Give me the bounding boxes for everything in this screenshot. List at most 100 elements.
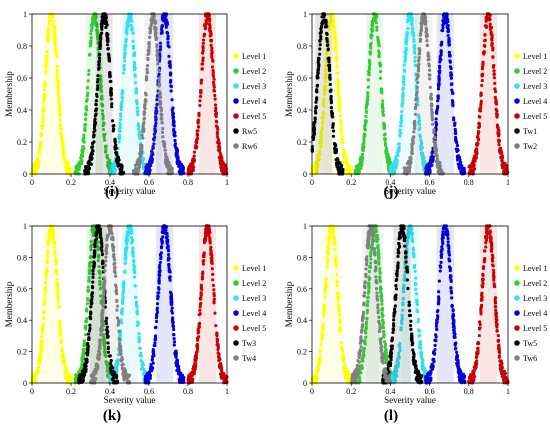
data-point: [154, 316, 158, 320]
data-point: [97, 56, 102, 60]
data-point: [494, 100, 498, 104]
data-point: [43, 297, 47, 301]
data-point: [83, 325, 87, 329]
data-point: [154, 106, 158, 110]
data-point: [40, 127, 44, 131]
data-point: [402, 80, 406, 84]
data-point: [214, 324, 218, 328]
data-point: [492, 76, 496, 80]
data-point: [366, 78, 370, 82]
data-point: [54, 53, 59, 57]
legend-marker: [233, 68, 239, 74]
data-point: [479, 91, 483, 95]
data-point: [436, 87, 441, 91]
data-point: [172, 327, 176, 332]
data-point: [176, 365, 180, 369]
data-point: [355, 166, 359, 170]
data-point: [479, 101, 483, 105]
data-point: [131, 246, 135, 250]
legend-entry-label: Level 1: [523, 52, 547, 61]
data-point: [57, 96, 61, 100]
data-point: [371, 17, 376, 21]
data-point: [39, 353, 43, 357]
data-point: [157, 68, 161, 72]
data-point: [158, 270, 162, 274]
data-point: [94, 99, 98, 103]
data-point: [97, 59, 102, 63]
data-point: [341, 153, 345, 157]
data-point: [133, 284, 137, 288]
x-tick-label: 0.8: [464, 178, 474, 187]
data-point: [212, 291, 216, 296]
data-point: [174, 153, 178, 158]
data-point: [379, 87, 384, 91]
data-point: [150, 358, 154, 362]
data-point: [53, 46, 57, 50]
data-point: [358, 160, 362, 164]
data-point: [56, 92, 61, 96]
data-point: [189, 165, 193, 169]
y-tick-label: 0.4: [297, 106, 307, 115]
data-point: [168, 270, 172, 274]
data-point: [166, 40, 170, 45]
data-point: [449, 66, 453, 71]
data-point: [128, 13, 132, 17]
data-point: [407, 169, 411, 173]
data-point: [441, 29, 445, 33]
data-point: [86, 79, 90, 83]
legend-entry-label: Level 3: [523, 82, 547, 91]
data-point: [63, 365, 67, 369]
data-point: [104, 25, 108, 30]
data-point: [96, 33, 100, 37]
data-point: [41, 114, 45, 118]
data-point: [487, 17, 492, 21]
data-point: [147, 35, 152, 40]
data-point: [119, 114, 123, 118]
data-point: [437, 79, 441, 83]
legend-entry-label: Level 5: [242, 112, 266, 121]
data-point: [58, 322, 62, 326]
data-point: [147, 51, 151, 56]
data-point: [217, 356, 222, 361]
data-point: [478, 107, 482, 111]
data-point: [38, 360, 42, 364]
y-axis-label: Membership: [4, 71, 14, 117]
data-point: [99, 74, 103, 78]
data-point: [327, 66, 332, 70]
data-point: [42, 97, 46, 102]
data-point: [171, 106, 175, 110]
data-point: [84, 105, 88, 109]
data-point: [197, 111, 201, 115]
data-point: [54, 268, 58, 272]
data-point: [435, 108, 439, 112]
data-point: [55, 277, 59, 282]
data-point: [84, 117, 88, 121]
data-point: [201, 49, 205, 53]
data-point: [437, 160, 441, 164]
data-point: [211, 70, 215, 74]
legend-marker: [233, 83, 239, 89]
data-point: [475, 135, 480, 139]
data-point: [33, 373, 38, 377]
data-point: [92, 140, 96, 144]
data-point: [136, 158, 140, 163]
data-point: [329, 88, 333, 92]
data-point: [80, 154, 85, 158]
data-point: [43, 285, 48, 290]
data-point: [169, 84, 174, 89]
data-point: [173, 130, 177, 135]
series-level-2: [353, 12, 396, 176]
data-point: [192, 371, 196, 376]
x-tick-label: 1: [506, 178, 510, 187]
data-point: [100, 112, 105, 116]
data-point: [442, 20, 447, 24]
data-point: [122, 59, 127, 63]
data-point: [456, 162, 460, 166]
data-point: [366, 97, 370, 102]
data-point: [41, 331, 45, 335]
data-point: [63, 165, 67, 169]
data-point: [41, 317, 46, 321]
data-point: [119, 104, 123, 109]
data-point: [46, 36, 50, 40]
data-point: [42, 303, 46, 307]
